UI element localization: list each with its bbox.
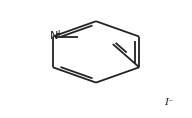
Text: N: N — [50, 31, 58, 41]
Text: +: + — [55, 29, 62, 38]
Text: I⁻: I⁻ — [164, 98, 174, 107]
